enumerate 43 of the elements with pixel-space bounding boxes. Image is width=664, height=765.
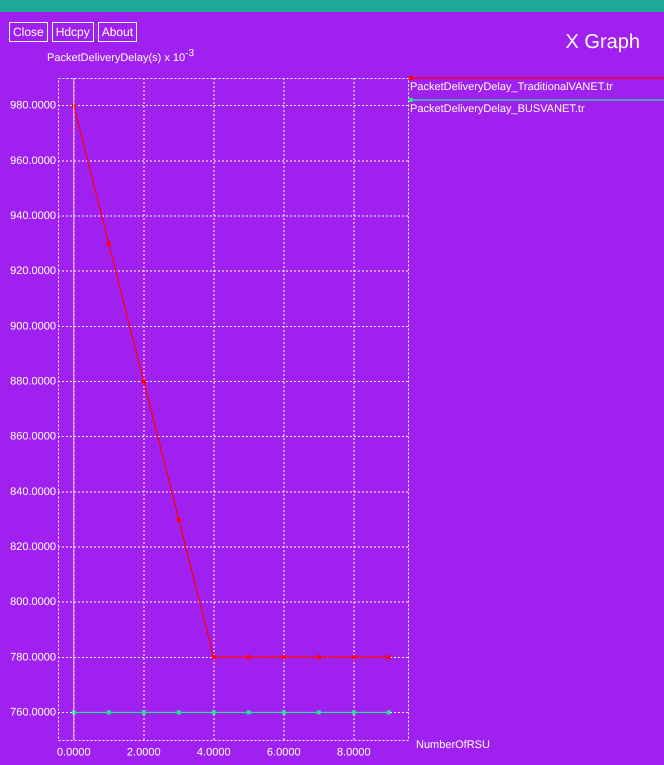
legend-label: PacketDeliveryDelay_TraditionalVANET.tr [410,81,614,93]
y-tick-label: 800.0000 [10,596,56,608]
point [142,710,146,714]
y-tick-label: 940.0000 [10,210,56,222]
y-tick-label: 820.0000 [10,540,56,553]
y-axis-title: PacketDeliveryDelay(s) x 10-3 [47,48,194,64]
point [176,517,181,522]
x-tick-label: 4.0000 [196,746,231,759]
point [386,710,391,714]
y-tick-label: 900.0000 [10,320,56,332]
point [246,710,251,714]
y-tick-label: 760.0000 [10,706,56,718]
point [212,710,216,714]
x-tick-label: 0.0000 [56,746,91,759]
point [246,655,251,660]
x-tick-label: 2.0000 [126,746,161,759]
text: Hdcpy [52,22,94,42]
point [316,710,321,714]
y-tick-label: 780.0000 [10,651,56,664]
y-tick-label: 980.0000 [10,100,56,112]
x-axis-title: NumberOfRSU [416,739,490,751]
y-tick-label: 840.0000 [10,486,56,498]
text: X Graph [566,31,640,53]
point [106,710,111,714]
legend-label: PacketDeliveryDelay_BUSVANET.tr [410,103,585,115]
point [352,655,356,660]
text: About [98,22,138,42]
y-tick-label: 880.0000 [10,375,56,388]
y-tick-label: 920.0000 [10,265,56,278]
x-tick-label: 6.0000 [266,746,301,759]
y-tick-label: 960.0000 [10,154,56,167]
y-tick-label: 860.0000 [10,430,56,443]
text: Close [9,22,48,42]
point [212,655,216,660]
x-tick-label: 8.0000 [336,746,371,759]
point [386,655,391,660]
point [176,710,181,714]
point [282,710,286,714]
point [106,241,111,246]
point [282,655,286,660]
point [142,379,146,384]
point [352,710,356,714]
point [316,655,321,660]
